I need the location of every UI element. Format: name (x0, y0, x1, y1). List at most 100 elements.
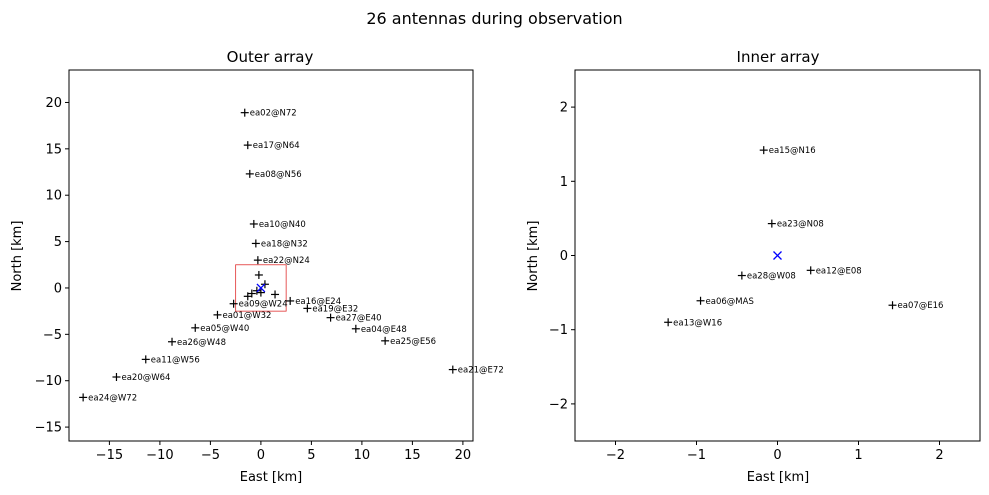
inner-array-ytick-label: −1 (549, 323, 568, 338)
outer-array-ylabel: North [km] (10, 221, 25, 292)
inner-array-ytick-label: −2 (549, 397, 568, 412)
outer-array-xtick-label: 0 (257, 448, 265, 463)
outer-array-marks: ea02@N72 ea17@N64 ea08@N56 ea10@N40 ea18@N32… (79, 108, 504, 403)
outer-array-antenna-marker (254, 270, 263, 279)
outer-array-antenna-label: ea25@E56 (390, 337, 436, 347)
outer-array-title: Outer array (227, 48, 314, 66)
outer-array-antenna-marker (229, 299, 238, 308)
outer-array-antenna-marker (112, 373, 121, 382)
outer-array-inset-box (235, 264, 287, 312)
outer-array-antenna-marker (245, 169, 254, 178)
outer-array-antenna-marker (448, 365, 457, 374)
outer-array-antenna-label: ea21@E72 (458, 366, 504, 376)
outer-array-antenna-label: ea16@E24 (295, 297, 341, 307)
inner-array-ytick-label: 0 (560, 249, 568, 264)
outer-array-antenna-marker (351, 324, 360, 333)
outer-array-antenna-marker (213, 310, 222, 319)
outer-array-ytick-label: −15 (35, 421, 62, 436)
inner-array-xtick-label: 1 (854, 448, 862, 463)
outer-array-antenna-label: ea09@W24 (239, 300, 288, 310)
outer-array-antenna-marker (256, 288, 265, 297)
outer-array-ytick-label: 10 (45, 189, 62, 204)
outer-array-antenna-label: ea19@E32 (312, 304, 358, 314)
outer-array-xtick-label: 10 (354, 448, 371, 463)
outer-array-antenna-marker (243, 292, 252, 301)
inner-array-antenna-label: ea23@N08 (777, 220, 824, 230)
outer-array-ytick-label: 15 (45, 142, 62, 157)
inner-array-antenna-marker (664, 318, 673, 327)
inner-array-antenna-marker (737, 271, 746, 280)
outer-array-antenna-marker (240, 108, 249, 117)
outer-array-antenna-label: ea04@E48 (361, 325, 407, 335)
inner-array-antenna-marker (767, 219, 776, 228)
inner-array-xtick-label: 2 (935, 448, 943, 463)
outer-array-xtick-label: −15 (96, 448, 123, 463)
outer-array-antenna-label: ea08@N56 (255, 170, 302, 180)
inner-array-panel: Inner array −2 −1 0 1 2 −2 −1 0 1 2 ea15@N16 ea23@… (526, 48, 981, 485)
outer-array-antenna-marker (243, 141, 252, 150)
outer-array-antenna-label: ea02@N72 (250, 109, 297, 119)
inner-array-antenna-marker (888, 301, 897, 310)
outer-array-antenna-label: ea18@N32 (261, 239, 308, 249)
outer-array-ytick-label: −5 (43, 328, 62, 343)
outer-array-antenna-label: ea26@W48 (177, 338, 226, 348)
outer-array-antenna-label: ea24@W72 (88, 393, 137, 403)
inner-array-antenna-marker (696, 296, 705, 305)
inner-array-xtick-label: −1 (687, 448, 706, 463)
outer-array-xtick-label: −10 (146, 448, 173, 463)
inner-array-antenna-label: ea12@E08 (816, 266, 862, 276)
outer-array-antenna-marker (286, 296, 295, 305)
inner-array-ytick-label: 1 (560, 175, 568, 190)
inner-array-antenna-marker (806, 266, 815, 275)
outer-array-antenna-label: ea22@N24 (263, 256, 310, 266)
outer-array-xlabel: East [km] (240, 470, 303, 485)
outer-array-antenna-label: ea01@W32 (222, 311, 271, 321)
outer-array-antenna-label: ea17@N64 (253, 141, 300, 151)
outer-array-ticks: −15 −10 −5 0 5 10 15 20 −15 −10 −5 0 5 10 15 20 (35, 96, 472, 463)
inner-array-antenna-label: ea13@W16 (673, 318, 722, 328)
inner-array-ticks: −2 −1 0 1 2 −2 −1 0 1 2 (549, 101, 944, 463)
outer-array-xtick-label: 15 (404, 448, 421, 463)
inner-array-antenna-label: ea15@N16 (769, 146, 816, 156)
outer-array-ytick-label: 5 (54, 235, 62, 250)
outer-array-antenna-marker (251, 239, 260, 248)
outer-array-antenna-label: ea11@W56 (151, 355, 200, 365)
outer-array-xtick-label: 5 (307, 448, 315, 463)
inner-array-marks: ea15@N16 ea23@N08 ea28@W08 ea12@E08 ea06@MAS… (664, 146, 943, 328)
outer-array-antenna-marker (249, 219, 258, 228)
outer-array-antenna-marker (253, 256, 262, 265)
outer-array-antenna-label: ea10@N40 (259, 220, 306, 230)
outer-array-antenna-marker (168, 337, 177, 346)
outer-array-antenna-marker (247, 289, 256, 298)
figure-suptitle: 26 antennas during observation (366, 9, 622, 28)
outer-array-antenna-marker (303, 304, 312, 313)
outer-array-antenna-label: ea27@E40 (336, 314, 382, 324)
inner-array-antenna-label: ea28@W08 (747, 272, 796, 282)
inner-array-ytick-label: 2 (560, 101, 568, 116)
inner-array-ylabel: North [km] (526, 221, 541, 292)
inner-array-antenna-label: ea07@E16 (898, 301, 944, 311)
outer-array-antenna-marker (141, 355, 150, 364)
outer-array-antenna-marker (191, 323, 200, 332)
outer-array-ytick-label: −10 (35, 374, 62, 389)
inner-array-center-marker (773, 251, 782, 260)
outer-array-antenna-label: ea20@W64 (121, 373, 170, 383)
outer-array-antenna-marker (381, 336, 390, 345)
outer-array-center-marker (256, 283, 266, 293)
outer-array-ytick-label: 0 (54, 281, 62, 296)
outer-array-antenna-label: ea05@W40 (200, 324, 249, 334)
inner-array-antenna-marker (759, 146, 768, 155)
outer-array-axes-frame (68, 69, 474, 442)
outer-array-antenna-marker (271, 290, 280, 299)
inner-array-antenna-label: ea06@MAS (706, 297, 754, 307)
outer-array-panel: Outer array −15 −10 −5 0 5 10 15 20 −15 −10 −5 0 5 10… (10, 48, 504, 485)
outer-array-ytick-label: 20 (45, 96, 62, 111)
outer-array-xtick-label: 20 (455, 448, 472, 463)
outer-array-antenna-marker (326, 313, 335, 322)
outer-array-xtick-label: −5 (201, 448, 220, 463)
inner-array-xlabel: East [km] (747, 470, 810, 485)
inner-array-xtick-label: −2 (606, 448, 625, 463)
inner-array-xtick-label: 0 (773, 448, 781, 463)
inner-array-title: Inner array (737, 48, 820, 66)
